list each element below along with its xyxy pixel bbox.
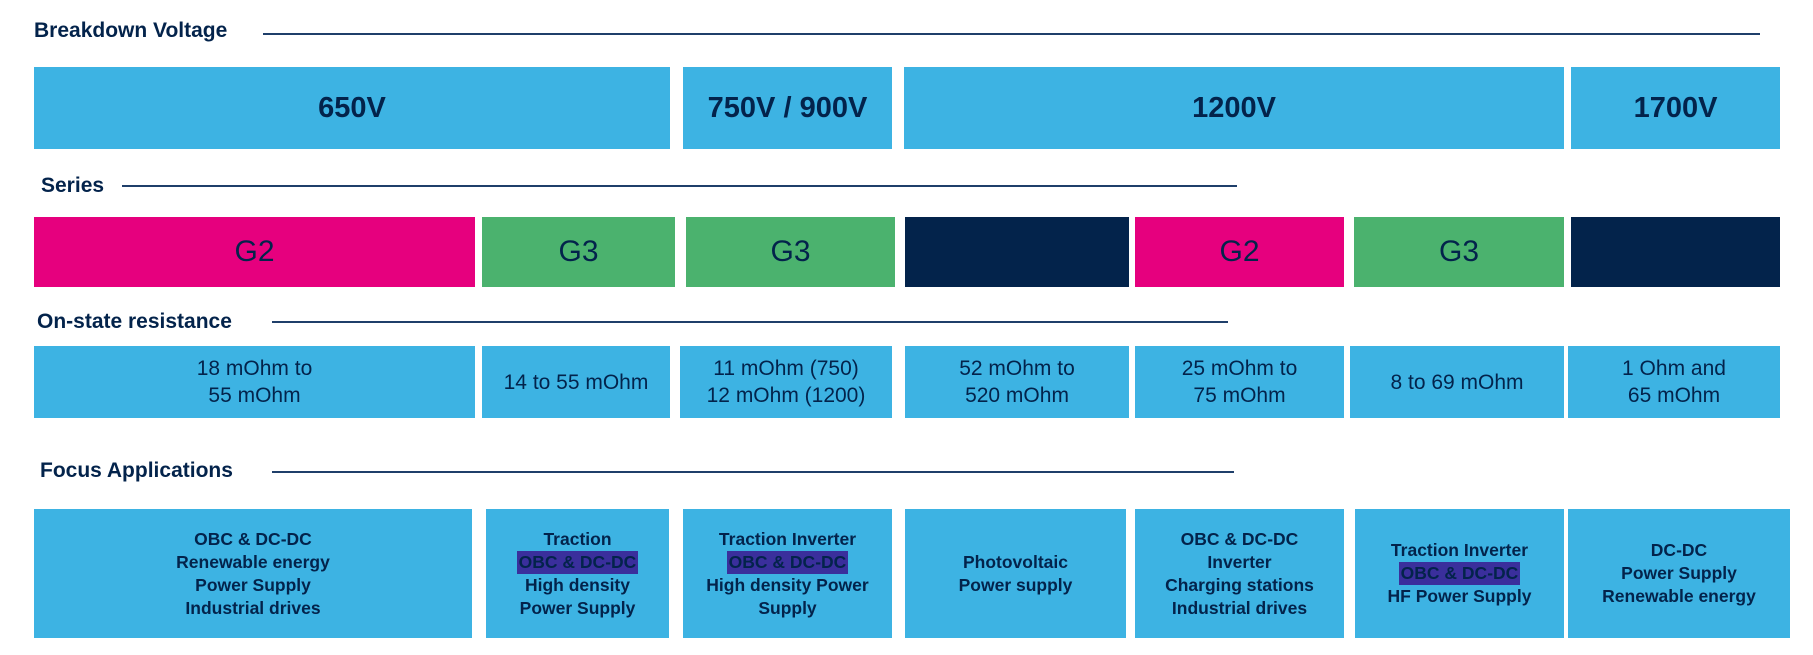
resistance-line: 14 to 55 mOhm (503, 370, 649, 394)
resistance-box: 18 mOhm to 55 mOhm (34, 346, 475, 418)
resistance-line: 25 mOhm to (1181, 357, 1298, 380)
application-line: Traction (543, 528, 612, 549)
series-label: G3 (558, 235, 599, 268)
resistance-line: 18 mOhm to (196, 357, 313, 380)
application-line: Power Supply (1621, 563, 1737, 583)
application-line: OBC & DC-DC (1398, 562, 1521, 585)
series-label: G3 (1438, 235, 1480, 268)
resistance-box: 8 to 69 mOhm (1350, 346, 1564, 418)
series-label: G2 (1219, 235, 1260, 268)
application-line: Industrial drives (1171, 597, 1308, 618)
resistance-line: 12 mOhm (1200) (706, 384, 866, 407)
section-title: Breakdown Voltage (34, 19, 228, 42)
resistance-line: 52 mOhm to (959, 357, 1075, 380)
application-box: Traction OBC & DC-DC High density Power Sup… (486, 509, 669, 638)
application-line: OBC & DC-DC (726, 550, 849, 574)
application-line: Power Supply (195, 574, 311, 595)
section-title: On-state resistance (37, 310, 232, 333)
series-label: G2 (234, 235, 275, 268)
section-rule (263, 33, 1760, 35)
application-line: Traction Inverter (718, 528, 857, 549)
voltage-label: 750V / 900V (707, 91, 868, 124)
application-line: Power supply (958, 574, 1073, 595)
application-box: Traction Inverter OBC & DC-DC High density… (683, 509, 892, 638)
application-line: High density (524, 574, 630, 595)
resistance-line: 55 mOhm (208, 384, 301, 407)
series-box (1571, 217, 1780, 287)
resistance-line: 11 mOhm (750) (713, 357, 859, 380)
resistance-box: 14 to 55 mOhm (482, 346, 670, 418)
resistance-box: 1 Ohm and 65 mOhm (1568, 346, 1780, 418)
section-title: Series (41, 174, 105, 197)
voltage-box: 650V (34, 67, 670, 149)
resistance-line: 65 mOhm (1627, 384, 1721, 407)
application-line: Industrial drives (185, 597, 321, 618)
application-line: Supply (758, 597, 817, 618)
series-box: G2 (34, 217, 475, 287)
application-line: HF Power Supply (1387, 586, 1532, 606)
section-title: Focus Applications (40, 459, 233, 482)
application-line: Inverter (1207, 551, 1272, 572)
resistance-line: 75 mOhm (1193, 384, 1286, 407)
application-line: Traction Inverter (1390, 540, 1529, 560)
voltage-label: 1200V (1192, 91, 1276, 124)
resistance-box: 25 mOhm to 75 mOhm (1135, 346, 1344, 418)
application-line: Power Supply (519, 597, 636, 618)
resistance-line: 1 Ohm and (1622, 357, 1726, 380)
section-rule (122, 185, 1237, 187)
application-box: DC-DC Power Supply Renewable energy (1568, 509, 1790, 638)
application-box: OBC & DC-DC Renewable energy Power Supply I… (34, 509, 472, 638)
application-box: Photovoltaic Power supply (905, 509, 1126, 638)
application-line: Charging stations (1165, 574, 1314, 595)
series-label: G3 (770, 235, 811, 268)
application-line: OBC & DC-DC (1180, 528, 1299, 549)
voltage-label: 650V (318, 91, 386, 124)
section-rule (272, 471, 1234, 473)
series-box: G3 (1354, 217, 1564, 287)
resistance-box: 52 mOhm to 520 mOhm (905, 346, 1129, 418)
application-line: Renewable energy (1602, 586, 1756, 606)
application-line: OBC & DC-DC (194, 528, 312, 549)
application-line: OBC & DC-DC (516, 550, 639, 574)
series-box: G2 (1135, 217, 1344, 287)
series-box (905, 217, 1129, 287)
voltage-box: 1700V (1571, 67, 1780, 149)
voltage-box: 1200V (904, 67, 1564, 149)
application-line: Renewable energy (176, 551, 330, 572)
application-box: OBC & DC-DC Inverter Charging stations Indu… (1135, 509, 1344, 638)
resistance-box: 11 mOhm (750) 12 mOhm (1200) (680, 346, 892, 418)
application-box: Traction Inverter OBC & DC-DC HF Power Sup… (1355, 509, 1564, 638)
section-rule (272, 321, 1228, 323)
voltage-label: 1700V (1633, 91, 1718, 124)
resistance-line: 8 to 69 mOhm (1390, 370, 1524, 394)
application-line: Photovoltaic (962, 551, 1068, 572)
application-line: DC-DC (1650, 540, 1708, 560)
series-box: G3 (482, 217, 675, 287)
series-box: G3 (686, 217, 895, 287)
voltage-box: 750V / 900V (683, 67, 892, 149)
resistance-line: 520 mOhm (965, 384, 1069, 407)
application-line: High density Power (706, 574, 869, 595)
